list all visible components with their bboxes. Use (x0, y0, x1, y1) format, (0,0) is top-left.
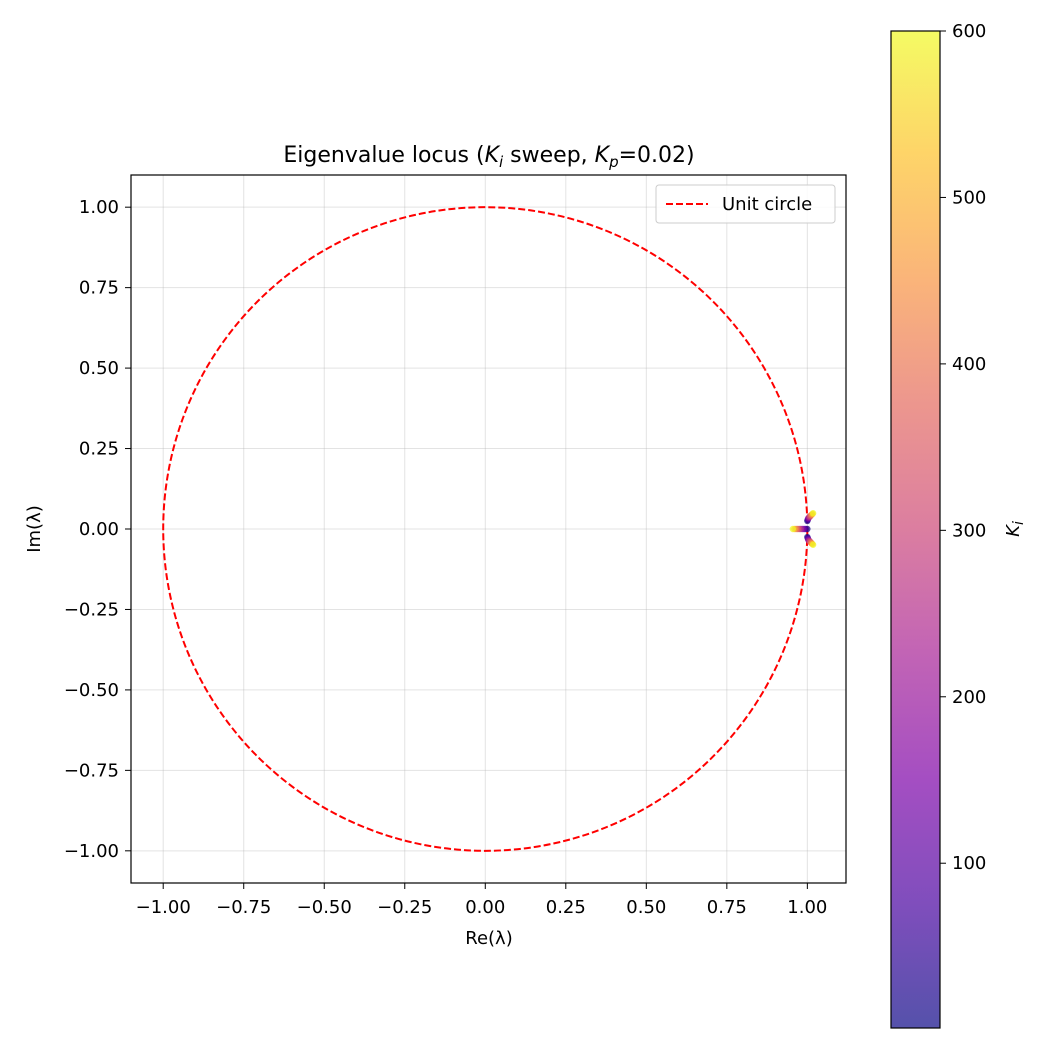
y-tick-label: 0.25 (79, 439, 119, 460)
x-tick-label: 0.00 (465, 897, 505, 918)
plot-area: −1.00 −0.75 −0.50 −0.25 0.00 0.25 0.50 0.75 1.00… (64, 174, 847, 918)
y-tick-label: 0.00 (79, 519, 119, 540)
y-axis-label: Im(λ) (24, 505, 45, 553)
colorbar-ticks: 100 200 300 400 500 600 (940, 21, 986, 874)
x-tick-label: 0.75 (707, 897, 747, 918)
y-tick-label: 0.50 (79, 358, 119, 379)
legend-unit-circle-label: Unit circle (722, 194, 812, 215)
colorbar-tick-label: 600 (952, 21, 986, 42)
legend: Unit circle (655, 184, 836, 224)
x-axis-ticks: −1.00 −0.75 −0.50 −0.25 0.00 0.25 0.50 0.75 1.00 (136, 883, 827, 918)
x-tick-label: 1.00 (787, 897, 827, 918)
grid-lines (131, 175, 846, 883)
colorbar: 100 200 300 400 500 600 Ki (890, 21, 1027, 1029)
y-tick-label: −0.50 (64, 680, 119, 701)
x-tick-label: −0.75 (216, 897, 271, 918)
legend-box (655, 184, 836, 224)
colorbar-label: Ki (1003, 521, 1027, 537)
x-tick-label: −0.50 (297, 897, 352, 918)
colorbar-tick-label: 400 (952, 354, 986, 375)
colorbar-tick-label: 500 (952, 187, 986, 208)
x-tick-label: −1.00 (136, 897, 191, 918)
y-axis-ticks: 1.00 0.75 0.50 0.25 0.00 −0.25 −0.50 −0.75 −1.00 (64, 197, 131, 862)
x-tick-label: 0.25 (546, 897, 586, 918)
x-tick-label: 0.50 (626, 897, 666, 918)
eigenvalue-point (809, 541, 817, 548)
x-tick-label: −0.25 (377, 897, 432, 918)
eigenvalue-points (789, 510, 817, 548)
colorbar-tick-label: 200 (952, 687, 986, 708)
colorbar-gradient (891, 31, 940, 1028)
x-axis-label: Re(λ) (465, 928, 512, 949)
colorbar-tick-label: 100 (952, 853, 986, 874)
y-tick-label: −0.75 (64, 760, 119, 781)
eigenvalue-point (809, 510, 817, 517)
colorbar-frame (890, 30, 941, 1029)
colorbar-tick-label: 300 (952, 520, 986, 541)
y-tick-label: 1.00 (79, 197, 119, 218)
y-tick-label: −0.25 (64, 599, 119, 620)
y-tick-label: 0.75 (79, 278, 119, 299)
eigenvalue-point (789, 525, 797, 533)
chart-title: Eigenvalue locus (Ki sweep, Kp=0.02) (283, 143, 694, 171)
y-tick-label: −1.00 (64, 841, 119, 862)
